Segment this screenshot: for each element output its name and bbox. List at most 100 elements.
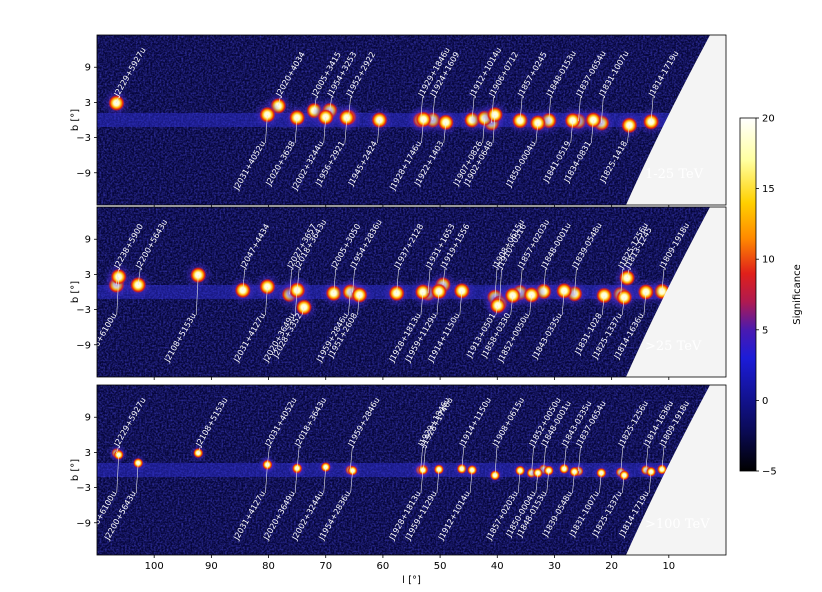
y-tick-label: −9 [76,518,91,529]
source-pointer [265,114,268,144]
source-pointer [265,464,268,494]
source-pointer [348,291,351,316]
panel-frame [96,384,727,556]
source-pointer [294,468,298,494]
source-pointer [432,96,435,121]
y-tick-label: 3 [85,448,91,459]
source-pointer [420,291,424,316]
source-pointer [563,446,567,469]
source-pointer [350,446,353,471]
source-pointer [352,268,355,293]
source-blob [437,114,454,131]
source-pointer [197,446,201,454]
energy-band-label: >100 TeV [645,517,710,532]
source-pointer [377,119,380,144]
source-pointer [277,96,281,106]
panel-frame [96,206,727,378]
source-pointer [601,295,605,316]
y-tick-label: −3 [76,305,91,316]
y-tick-label: −3 [76,483,91,494]
source-pointer [294,117,298,144]
x-tick-label: 80 [262,561,275,572]
y-tick-label: −9 [76,168,91,179]
colorbar-tick-label: 20 [762,114,775,125]
sky-panel-3: J2229+5927u J2108+5153u J2031+4052uJ2018+3… [70,384,727,558]
source-pointer [661,268,665,292]
source-pointer [591,119,594,144]
colorbar-tick-label: −5 [762,467,777,478]
source-pointer [116,96,119,104]
source-pointer [420,96,423,121]
source-pointer [135,462,139,494]
source-pointer [574,268,577,294]
source-pointer [289,268,293,295]
source-pointer [301,307,305,316]
panel-frame [96,34,727,206]
y-tick-label: −3 [76,133,91,144]
source-pointer [296,446,300,469]
source-pointer [543,268,546,292]
source-pointer [519,96,523,121]
source-pointer [137,268,141,286]
source-pointer [494,446,498,476]
source-pointer [195,274,199,316]
source-pointer [601,96,604,123]
source-pointer [491,96,494,123]
source-pointer [531,446,534,473]
source-pointer [570,120,574,144]
x-axis: 100 90 80 70 60 50 40 30 20 10 l [°] [145,561,676,586]
x-axis-label: l [°] [402,575,421,586]
x-tick-label: 90 [205,561,218,572]
y-tick-label: 9 [85,63,91,74]
y-tick-label: 9 [85,235,91,246]
source-pointer [650,96,654,122]
source-pointer [620,268,624,295]
source-pointer [572,471,575,494]
source-pointer [548,96,552,121]
source-pointer [645,446,649,471]
source-pointer [436,291,440,316]
source-pointer [599,472,602,494]
source-pointer [348,96,351,118]
source-pointer [420,446,423,471]
source-pointer [344,117,348,144]
y-axis-label: b [°] [70,281,81,303]
source-pointer [535,472,539,494]
source-pointer [443,122,447,144]
source-pointer [242,268,246,291]
source-pointer [436,469,440,494]
source-pointer [517,470,521,494]
source-pointer [471,96,475,121]
source-pointer [510,295,514,316]
source-pointer [543,446,546,470]
source-pointer [621,297,625,316]
source-pointer [499,268,502,304]
x-tick-label: 20 [605,561,618,572]
source-pointer [578,96,581,122]
source-pointer [620,446,624,473]
source-pointer [482,118,485,144]
x-tick-label: 40 [491,561,504,572]
source-pointer [294,290,298,316]
source-pointer [627,125,630,144]
y-tick-label: 9 [85,413,91,424]
source-pointer [461,446,465,469]
source-pointer [535,122,539,144]
source-pointer [427,268,431,294]
source-pointer [420,469,424,494]
source-pointer [578,446,581,472]
source-pointer [459,290,463,316]
unobserved-region [626,207,726,377]
source-pointer [116,454,120,494]
source-pointer [267,446,270,465]
colorbar: 20 15 10 5 0 −5 Significance [739,114,803,478]
colorbar-tick-label: 5 [762,325,768,336]
x-tick-label: 100 [145,561,164,572]
unobserved-region [626,35,726,205]
source-pointer [296,268,300,291]
source-pointer [561,290,565,316]
source-pointer [116,446,119,454]
source-pointer [421,119,424,144]
y-tick-label: 3 [85,98,91,109]
